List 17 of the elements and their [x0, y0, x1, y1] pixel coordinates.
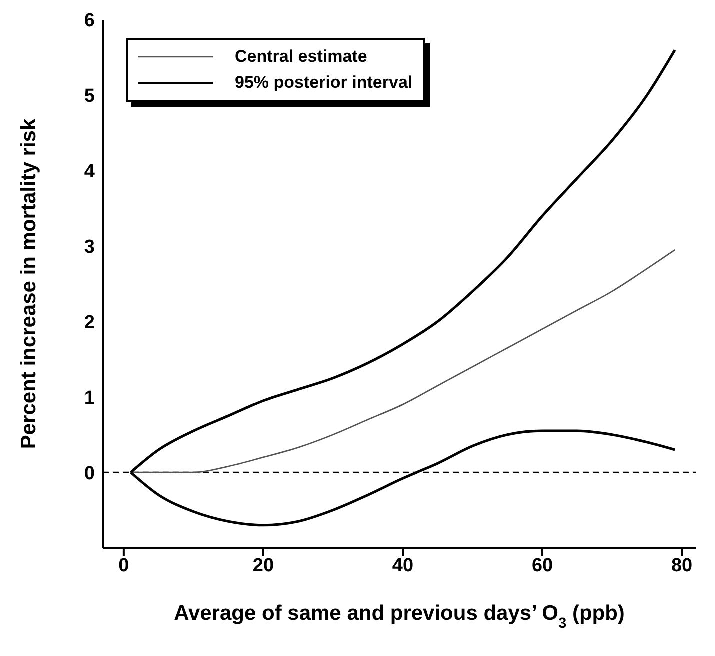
line-series — [130, 249, 676, 474]
x-tick-label: 20 — [252, 555, 274, 576]
legend-label: 95% posterior interval — [235, 73, 413, 93]
x-tick-label: 60 — [532, 555, 554, 576]
y-tick-label: 5 — [84, 86, 96, 108]
x-tick-label: 40 — [392, 555, 414, 576]
y-tick-label: 3 — [84, 237, 95, 258]
x-axis-title: Average of same and previous days’ O$_{3}$ (ppb) — [174, 602, 625, 632]
y-tick-label: 6 — [84, 10, 95, 32]
y-tick-label: 2 — [84, 312, 95, 334]
y-tick-label: 0 — [84, 463, 95, 484]
legend-label: Central estimate — [235, 47, 368, 67]
y-tick-label: 4 — [84, 162, 96, 183]
x-tick-label: 0 — [118, 555, 130, 576]
x-tick-label: 80 — [671, 555, 693, 576]
y-tick-label: 1 — [84, 388, 96, 409]
y-axis-title: Percent increase in mortality risk — [17, 118, 40, 450]
